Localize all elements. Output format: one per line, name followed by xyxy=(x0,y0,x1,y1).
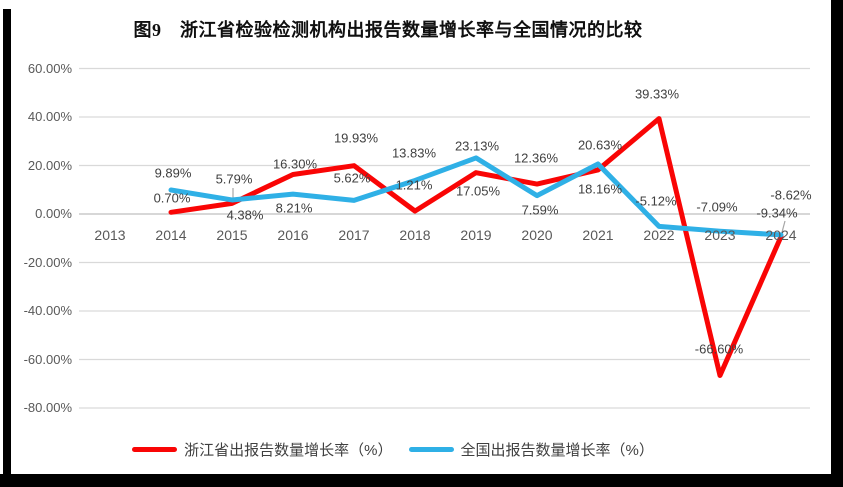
chart-legend: 浙江省出报告数量增长率（%） 全国出报告数量增长率（%） xyxy=(0,439,786,460)
legend-label-zhejiang: 浙江省出报告数量增长率（%） xyxy=(184,442,393,459)
legend-label-national: 全国出报告数量增长率（%） xyxy=(460,442,654,459)
photo-border-bottom xyxy=(0,474,843,487)
zhejiang-series-swatch xyxy=(132,447,178,452)
legend-item-zhejiang: 浙江省出报告数量增长率（%） xyxy=(132,439,393,460)
photo-border-left xyxy=(3,9,11,475)
photo-border-right xyxy=(831,0,843,487)
legend-item-national: 全国出报告数量增长率（%） xyxy=(408,439,654,460)
chart-title: 图9 浙江省检验检测机构出报告数量增长率与全国情况的比较 xyxy=(133,20,643,40)
series-line-zhejiang xyxy=(168,116,784,379)
series-line-national xyxy=(168,155,784,238)
national-series-swatch xyxy=(408,447,454,452)
